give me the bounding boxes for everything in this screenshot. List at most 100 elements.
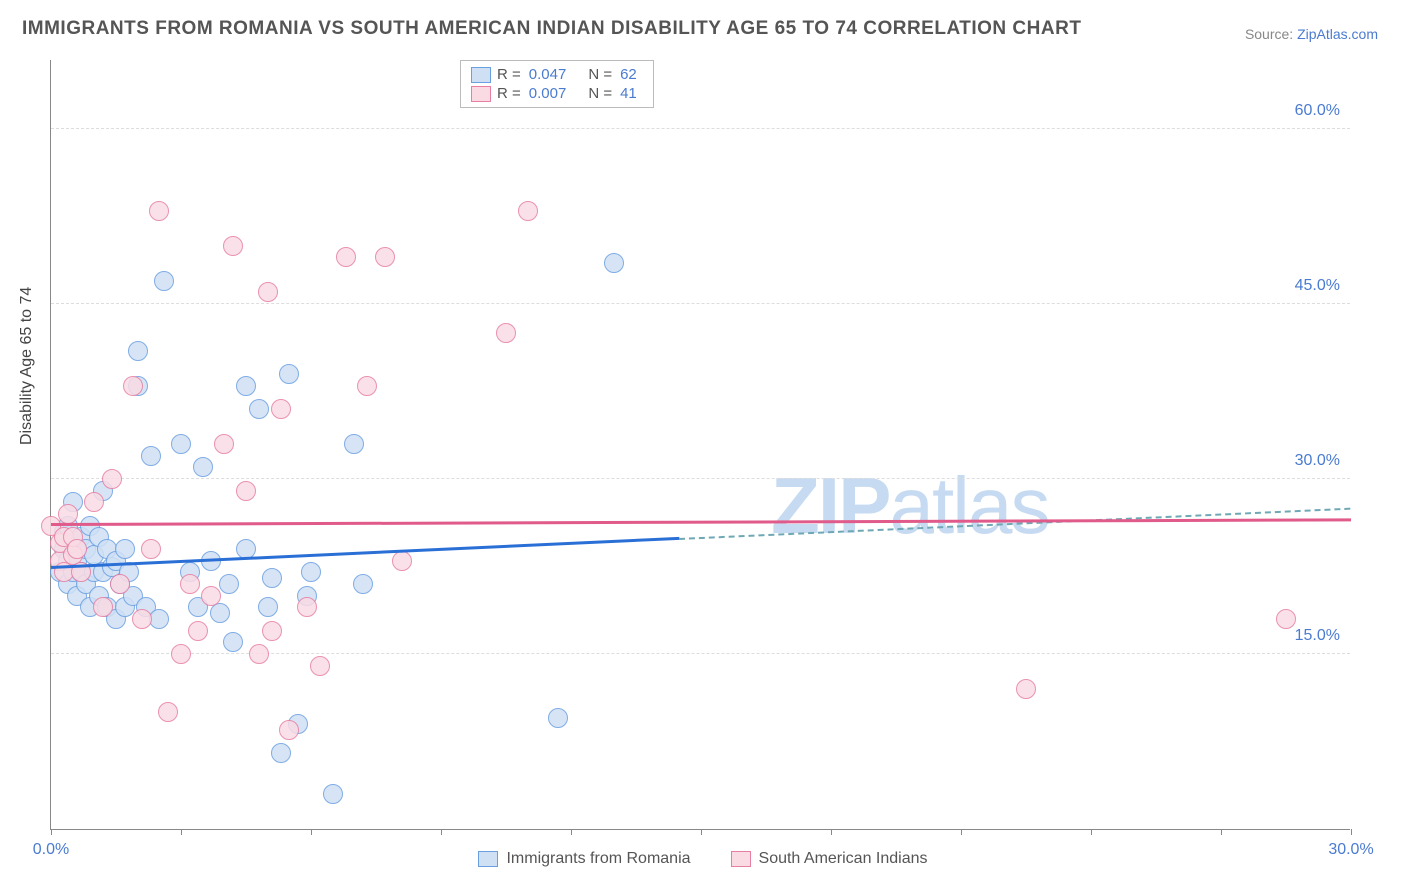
gridline — [51, 653, 1350, 654]
scatter-point — [236, 376, 256, 396]
scatter-point — [336, 247, 356, 267]
scatter-point — [223, 632, 243, 652]
scatter-point — [132, 609, 152, 629]
legend-swatch — [471, 86, 491, 102]
x-tick-mark — [701, 829, 702, 835]
scatter-point — [271, 399, 291, 419]
scatter-point — [223, 236, 243, 256]
scatter-point — [310, 656, 330, 676]
scatter-point — [518, 201, 538, 221]
scatter-point — [128, 341, 148, 361]
legend-series-item: South American Indians — [731, 850, 928, 868]
scatter-point — [193, 457, 213, 477]
trend-line — [679, 507, 1351, 539]
scatter-point — [357, 376, 377, 396]
scatter-point — [154, 271, 174, 291]
x-tick-mark — [571, 829, 572, 835]
scatter-point — [262, 568, 282, 588]
y-axis-label: Disability Age 65 to 74 — [18, 287, 36, 445]
legend-series: Immigrants from Romania South American In… — [0, 850, 1406, 868]
scatter-point — [301, 562, 321, 582]
scatter-point — [123, 376, 143, 396]
scatter-point — [392, 551, 412, 571]
scatter-point — [219, 574, 239, 594]
legend-r-label: R = — [497, 66, 521, 83]
scatter-point — [323, 784, 343, 804]
gridline — [51, 303, 1350, 304]
scatter-point — [115, 539, 135, 559]
legend-n-value: 41 — [620, 85, 637, 102]
legend-swatch — [471, 67, 491, 83]
legend-correlation: R = 0.047 N = 62R = 0.007 N = 41 — [460, 60, 654, 108]
scatter-point — [110, 574, 130, 594]
scatter-point — [262, 621, 282, 641]
plot-area: ZIPatlas 15.0%30.0%45.0%60.0%0.0%30.0% — [50, 60, 1350, 830]
x-tick-mark — [51, 829, 52, 835]
legend-r-value: 0.007 — [529, 85, 567, 102]
y-tick-label: 45.0% — [1295, 277, 1340, 295]
legend-r-label: R = — [497, 85, 521, 102]
x-tick-mark — [441, 829, 442, 835]
trend-line — [51, 519, 1351, 526]
scatter-point — [604, 253, 624, 273]
x-tick-mark — [831, 829, 832, 835]
scatter-point — [188, 621, 208, 641]
legend-n-label: N = — [588, 66, 612, 83]
scatter-point — [214, 434, 234, 454]
scatter-point — [158, 702, 178, 722]
scatter-point — [271, 743, 291, 763]
scatter-point — [102, 469, 122, 489]
scatter-point — [297, 597, 317, 617]
x-tick-mark — [1221, 829, 1222, 835]
legend-series-item: Immigrants from Romania — [478, 850, 690, 868]
scatter-point — [171, 434, 191, 454]
legend-n-value: 62 — [620, 66, 637, 83]
scatter-point — [149, 609, 169, 629]
scatter-point — [171, 644, 191, 664]
scatter-point — [141, 446, 161, 466]
scatter-point — [258, 597, 278, 617]
legend-r-value: 0.047 — [529, 66, 567, 83]
scatter-point — [210, 603, 230, 623]
source-link[interactable]: ZipAtlas.com — [1297, 26, 1378, 42]
x-tick-mark — [181, 829, 182, 835]
source-prefix: Source: — [1245, 26, 1297, 42]
scatter-point — [249, 644, 269, 664]
scatter-point — [1016, 679, 1036, 699]
legend-row: R =0.007N =41 — [471, 84, 643, 103]
watermark-bold: ZIP — [771, 461, 889, 550]
scatter-point — [141, 539, 161, 559]
scatter-point — [548, 708, 568, 728]
y-tick-label: 15.0% — [1295, 627, 1340, 645]
scatter-point — [58, 504, 78, 524]
watermark: ZIPatlas — [771, 460, 1048, 552]
gridline — [51, 128, 1350, 129]
x-tick-mark — [961, 829, 962, 835]
scatter-point — [279, 364, 299, 384]
scatter-point — [149, 201, 169, 221]
watermark-light: atlas — [889, 461, 1048, 550]
scatter-point — [67, 539, 87, 559]
scatter-point — [279, 720, 299, 740]
x-tick-mark — [1351, 829, 1352, 835]
scatter-point — [201, 586, 221, 606]
scatter-point — [353, 574, 373, 594]
scatter-point — [496, 323, 516, 343]
scatter-point — [84, 492, 104, 512]
source-attribution: Source: ZipAtlas.com — [1245, 26, 1378, 42]
scatter-point — [236, 481, 256, 501]
legend-swatch — [478, 851, 498, 867]
scatter-point — [258, 282, 278, 302]
legend-series-name: Immigrants from Romania — [506, 850, 690, 868]
scatter-point — [180, 574, 200, 594]
x-tick-mark — [1091, 829, 1092, 835]
scatter-point — [249, 399, 269, 419]
legend-swatch — [731, 851, 751, 867]
scatter-point — [344, 434, 364, 454]
chart-title: IMMIGRANTS FROM ROMANIA VS SOUTH AMERICA… — [22, 18, 1081, 40]
legend-row: R = 0.047 N = 62 — [471, 65, 643, 84]
scatter-point — [375, 247, 395, 267]
x-tick-mark — [311, 829, 312, 835]
y-tick-label: 60.0% — [1295, 102, 1340, 120]
legend-series-name: South American Indians — [759, 850, 928, 868]
